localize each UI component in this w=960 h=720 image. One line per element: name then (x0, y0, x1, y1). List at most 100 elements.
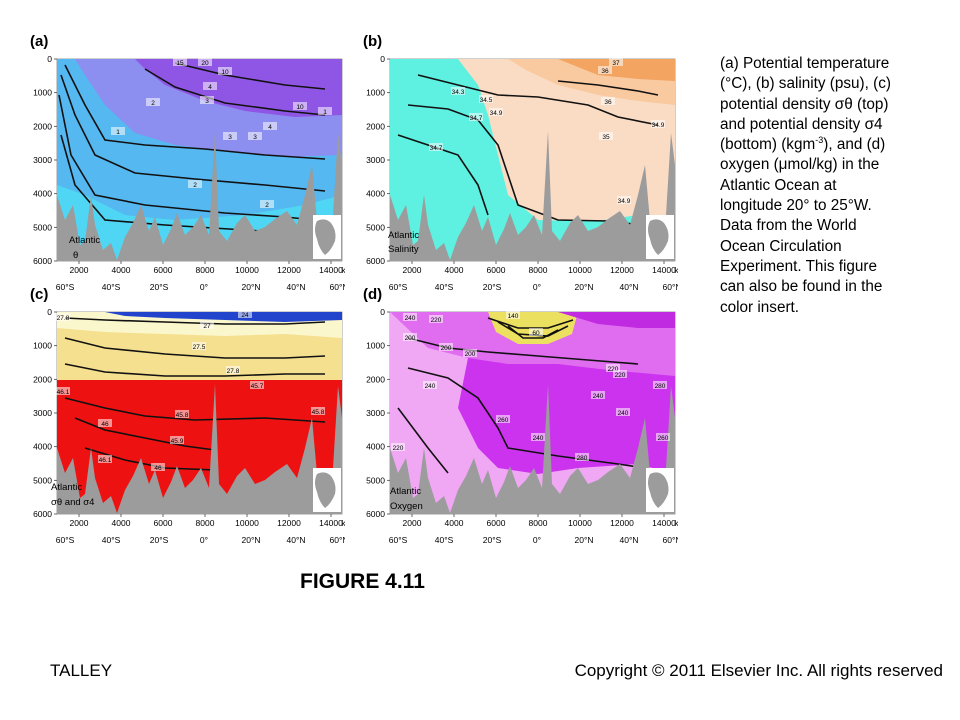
contour-label-bg (403, 313, 417, 321)
x-tick-label: km (674, 265, 678, 275)
continent-shape (315, 219, 336, 255)
colour-field (105, 312, 342, 322)
x-tick-label: 6000 (487, 265, 506, 275)
contour-label-bg (653, 381, 667, 389)
contour-label-bg (606, 364, 620, 372)
latitude-label: 40°N (287, 535, 306, 545)
panel-density: 27.8 27 24 27.5 27.8 46.1 45.7 45.8 45.8 46 45.9 46… (25, 298, 345, 548)
contour-label-bg (146, 98, 160, 106)
latitude-label: 40°S (435, 535, 454, 545)
x-tick-label: 8000 (196, 265, 215, 275)
contour-label-bg (391, 443, 405, 451)
latitude-label: 20°S (150, 282, 169, 292)
contour-line (417, 74, 659, 126)
caption-line: (a) Potential temperature (720, 55, 890, 72)
contour-label-bg (479, 95, 493, 103)
latitude-label: 0° (200, 282, 208, 292)
seafloor (57, 131, 342, 261)
contour-line (64, 64, 326, 160)
contour-label-bg (218, 67, 232, 75)
caption-superscript: -3 (815, 135, 824, 146)
x-tick-label: 14000 (652, 265, 676, 275)
contour-line (64, 337, 326, 359)
latitude-label: 20°S (483, 282, 502, 292)
contour-label: 36 (604, 99, 612, 106)
contour-label-bg (469, 113, 483, 121)
y-tick-label: 0 (47, 54, 52, 64)
contour-label: 46 (154, 465, 162, 472)
contour-label: 140 (508, 313, 519, 320)
footer-copyright: Copyright © 2011 Elsevier Inc. All right… (574, 661, 943, 680)
contour-label: 240 (425, 383, 436, 390)
y-tick-label: 4000 (33, 442, 52, 452)
y-tick-label: 5000 (366, 475, 385, 485)
contour-label: 20 (201, 60, 209, 67)
caption-text: ), and (d) (823, 136, 886, 154)
contour-label-bg (260, 200, 274, 208)
panel-name: Oxygen (390, 501, 423, 512)
contour-label-bg (439, 343, 453, 351)
colour-field (390, 312, 675, 514)
x-tick-label: 10000 (235, 265, 259, 275)
y-tick-label: 2000 (366, 121, 385, 131)
contour-label-bg (200, 321, 214, 329)
contour-label: 45.8 (176, 412, 189, 419)
contour-label: 220 (431, 317, 442, 324)
panel-salinity: 37 36 34.3 34.5 34.7 34.9 36 34.9 35 34.7 34.9 Atla… (358, 45, 678, 295)
latitude-label: 20°N (575, 535, 594, 545)
contour-label-bg (599, 132, 613, 140)
y-tick-label: 2000 (33, 374, 52, 384)
contour-label-bg (651, 120, 665, 128)
contour-line (407, 367, 659, 471)
contour-label: 240 (405, 315, 416, 322)
contour-label: 34.9 (652, 122, 665, 129)
contour-label-bg (496, 415, 510, 423)
y-tick-label: 5000 (366, 222, 385, 232)
contour-line (64, 317, 326, 325)
x-tick-label: 2000 (403, 265, 422, 275)
caption-line: Atlantic Ocean at (720, 176, 837, 194)
contour-label-bg (656, 433, 670, 441)
figure-caption: (a) Potential temperature (°C), (b) sali… (720, 54, 952, 318)
panel-name: σθ and σ4 (51, 497, 94, 508)
contour-label-bg (223, 132, 237, 140)
contour-label: 200 (465, 351, 476, 358)
x-tick-label: 14000 (652, 518, 676, 528)
contour-label-bg (98, 419, 112, 427)
seafloor (390, 131, 675, 261)
y-tick-label: 6000 (33, 256, 52, 266)
contour-label: 1 (323, 109, 327, 116)
contour-label: 1 (116, 129, 120, 136)
contour-label-bg (248, 132, 262, 140)
y-tick-label: 6000 (366, 509, 385, 519)
contour-label-bg (423, 381, 437, 389)
contour-label: 24 (241, 312, 249, 319)
x-tick-label: 4000 (112, 518, 131, 528)
contour-line (84, 447, 216, 471)
latitude-label: 40°N (287, 282, 306, 292)
y-tick-label: 4000 (366, 442, 385, 452)
contour-line (174, 62, 326, 90)
continent-shape (315, 472, 336, 508)
latitude-label: 20°S (483, 535, 502, 545)
x-tick-label: 12000 (277, 518, 301, 528)
x-tick-label: 8000 (196, 518, 215, 528)
caption-line: color insert. (720, 298, 800, 316)
x-tick-label: 2000 (70, 265, 89, 275)
y-tick-label: 4000 (366, 189, 385, 199)
y-tick-label: 1000 (366, 341, 385, 351)
x-tick-label: 12000 (610, 265, 634, 275)
latitude-label: 40°N (620, 282, 639, 292)
contour-label: 34.9 (618, 198, 631, 205)
contour-line (557, 80, 659, 96)
contour-label: 27.5 (193, 344, 206, 351)
contour-label-bg (238, 310, 252, 318)
contour-label: 37 (612, 60, 620, 67)
continent-shape (648, 472, 669, 508)
latitude-label: 60°N (330, 282, 346, 292)
panel-temperature: 15 20 10 4 3 2 1 10 4 3 3 2 1 2 Atlantic θ 0 1000 2000 3000… (25, 45, 345, 295)
x-tick-label: 10000 (568, 518, 592, 528)
contour-label-bg (617, 196, 631, 204)
contour-label-bg (188, 180, 202, 188)
contour-line (397, 407, 449, 474)
